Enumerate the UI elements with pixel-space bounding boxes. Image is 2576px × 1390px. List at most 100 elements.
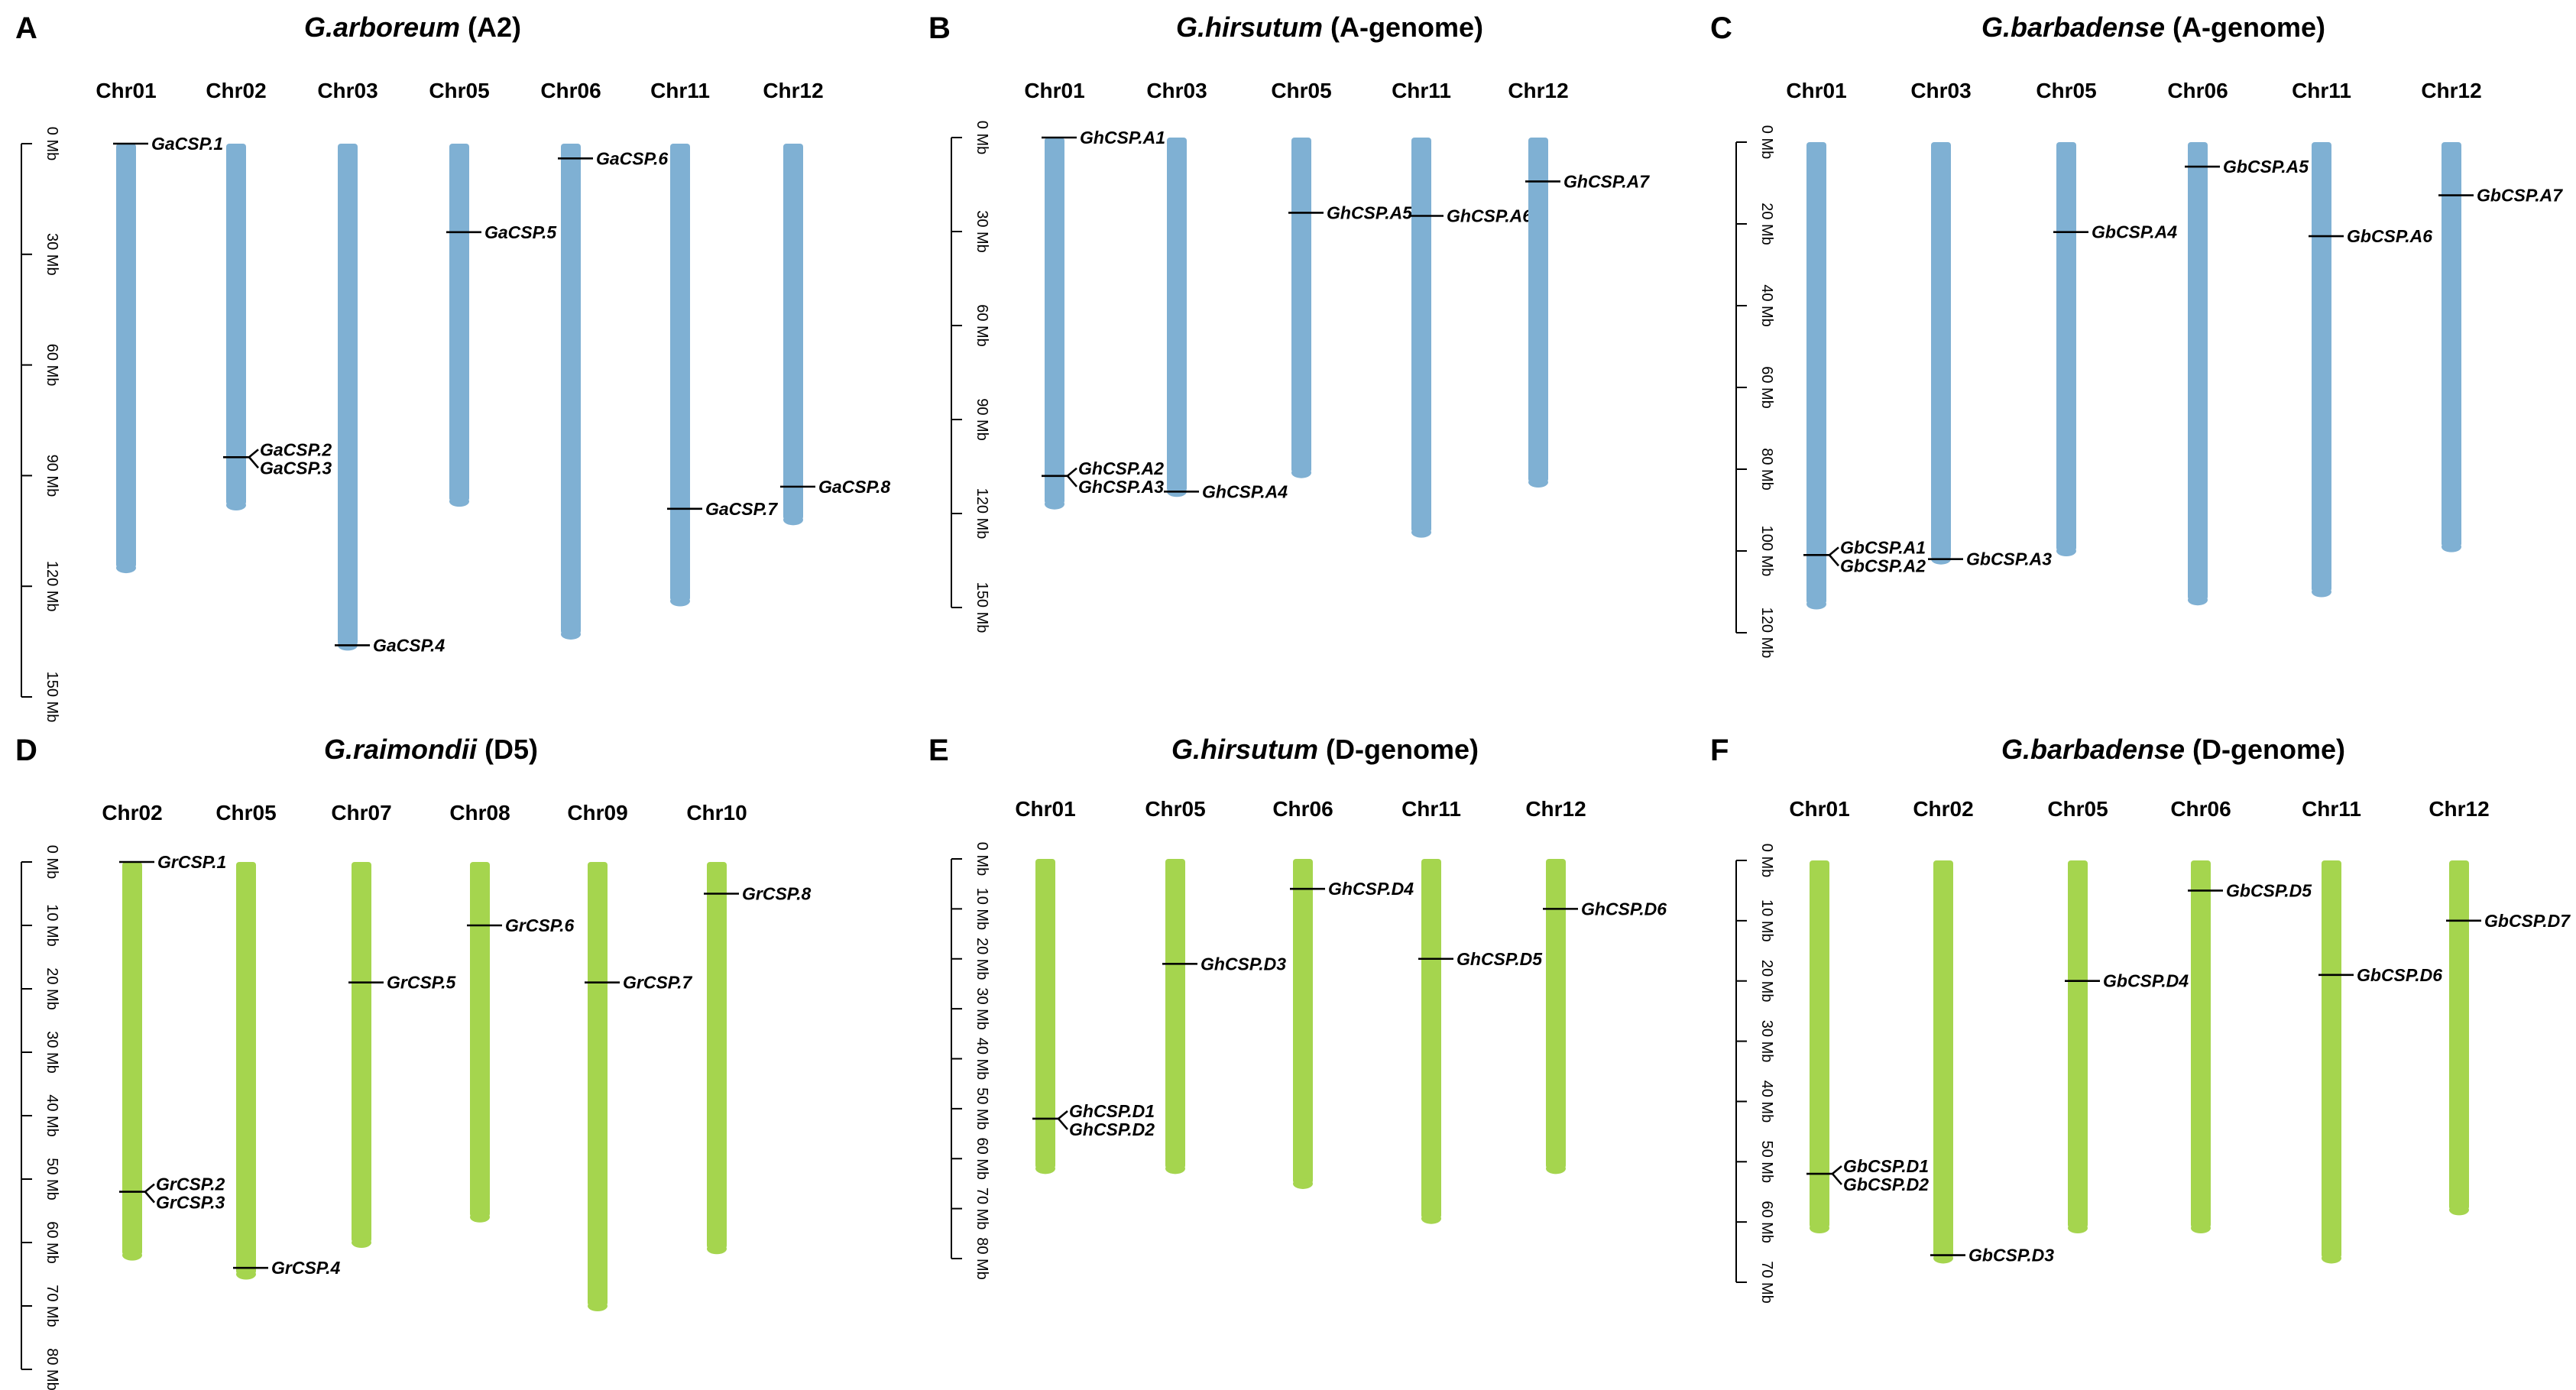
chromosome-chr06: Chr06 GbCSP.D5 xyxy=(2170,797,2312,1234)
gene-label: GhCSP.D1 xyxy=(1069,1101,1155,1121)
y-axis-tick-label: 70 Mb xyxy=(1758,1261,1775,1304)
chromosome-chr12: Chr12 GbCSP.D7 xyxy=(2429,797,2571,1216)
y-axis-tick-label: 50 Mb xyxy=(44,1158,60,1200)
chromosome-label: Chr06 xyxy=(2167,79,2228,102)
y-axis-tick-label: 80 Mb xyxy=(1758,448,1775,491)
chromosome-bar xyxy=(1035,859,1055,1169)
chromosome-label: Chr05 xyxy=(2036,79,2096,102)
gene-label: GbCSP.A5 xyxy=(2223,157,2309,177)
gene-label: GbCSP.D3 xyxy=(1968,1246,2054,1265)
chromosome-bar xyxy=(449,144,469,502)
chromosome-chr06: Chr06 GaCSP.6 xyxy=(540,79,668,640)
chromosome-bar xyxy=(470,862,490,1217)
chromosome-chr07: Chr07 GrCSP.5 xyxy=(331,801,457,1248)
chromosome-bar xyxy=(783,144,803,520)
chromosome-label: Chr01 xyxy=(96,79,156,102)
chromosome-chr10: Chr10 GrCSP.8 xyxy=(686,801,812,1255)
y-axis-tick-label: 60 Mb xyxy=(974,304,990,347)
gene-label: GaCSP.7 xyxy=(705,499,778,519)
chromosome-chr05: Chr05 GrCSP.4 xyxy=(215,801,341,1280)
chromosome-label: Chr01 xyxy=(1789,797,1849,821)
gene-label: GbCSP.D5 xyxy=(2226,880,2312,900)
gene-label: GhCSP.A2 xyxy=(1078,458,1164,478)
gene-label: GaCSP.8 xyxy=(818,477,890,497)
y-axis: 0 Mb 10 Mb 20 Mb 30 Mb 40 Mb 50 Mb 60 Mb 70 Mb 8… xyxy=(951,842,990,1280)
y-axis-tick-label: 40 Mb xyxy=(1758,284,1775,327)
panel-title-species: G.barbadense xyxy=(2001,734,2185,765)
chromosome-bar xyxy=(2191,860,2211,1229)
y-axis-tick-label: 20 Mb xyxy=(1758,203,1775,245)
gene-connector-line xyxy=(1067,475,1077,488)
y-axis: 0 Mb 10 Mb 20 Mb 30 Mb 40 Mb 50 Mb 60 Mb 70 Mb 8… xyxy=(21,845,60,1390)
gene-label: GhCSP.D6 xyxy=(1581,899,1667,919)
chromosome-bar xyxy=(1165,859,1185,1169)
y-axis-tick-label: 10 Mb xyxy=(974,888,990,931)
chromosome-label: Chr05 xyxy=(429,79,489,102)
chromosome-bar xyxy=(2068,860,2088,1229)
gene-label: GbCSP.A4 xyxy=(2092,222,2177,242)
y-axis-tick-label: 40 Mb xyxy=(974,1038,990,1081)
chromosome-end-cap xyxy=(449,496,469,507)
chromosome-chr05: Chr05 GaCSP.5 xyxy=(429,79,557,507)
chromosome-bar xyxy=(1806,142,1826,604)
y-axis-tick-label: 150 Mb xyxy=(974,582,990,633)
y-axis-tick-label: 60 Mb xyxy=(44,1221,60,1264)
panel-title-species: G.barbadense xyxy=(1981,11,2165,43)
panel-title-genome: (A-genome) xyxy=(2165,11,2325,43)
panel-title: G.arboreum (A2) xyxy=(304,11,521,43)
chromosome-chr06: Chr06 GbCSP.A5 xyxy=(2167,79,2309,606)
chromosome-bar xyxy=(2449,860,2469,1210)
chromosome-end-cap xyxy=(1035,1163,1055,1175)
chromosome-end-cap xyxy=(1293,1178,1313,1189)
gene-label: GrCSP.4 xyxy=(271,1258,341,1278)
chromosome-chr03: Chr03 GaCSP.4 xyxy=(317,79,445,655)
chromosome-label: Chr03 xyxy=(1146,79,1207,102)
chromosome-label: Chr12 xyxy=(2421,79,2481,102)
chromosome-label: Chr12 xyxy=(2429,797,2489,821)
y-axis: 0 Mb 30 Mb 60 Mb 90 Mb 120 Mb 150 Mb xyxy=(951,121,990,633)
panel-letter: E xyxy=(928,734,949,767)
y-axis-tick-label: 30 Mb xyxy=(44,233,60,276)
panel-title-species: G.raimondii xyxy=(324,734,478,765)
y-axis: 0 Mb 20 Mb 40 Mb 60 Mb 80 Mb 100 Mb 120 Mb xyxy=(1735,125,1775,658)
y-axis-tick-label: 0 Mb xyxy=(974,842,990,876)
panel-d: D G.raimondii (D5) 0 Mb 10 Mb 20 Mb 30 Mb 40 M… xyxy=(15,734,812,1390)
chromosome-label: Chr10 xyxy=(686,801,747,825)
chromosome-end-cap xyxy=(2191,1223,2211,1234)
chromosome-chr11: Chr11 GhCSP.D5 xyxy=(1401,797,1543,1224)
chromosome-chr11: Chr11 GbCSP.D6 xyxy=(2302,797,2442,1264)
chromosome-chr11: Chr11 GhCSP.A6 xyxy=(1392,79,1532,538)
chromosome-end-cap xyxy=(1546,1163,1566,1175)
chromosome-chr12: Chr12 GhCSP.A7 xyxy=(1508,79,1650,488)
gene-label: GbCSP.D6 xyxy=(2357,965,2442,985)
chromosome-label: Chr11 xyxy=(1401,797,1461,821)
chromosome-end-cap xyxy=(1045,498,1064,510)
chromosome-end-cap xyxy=(1165,1163,1185,1175)
gene-connector-line xyxy=(144,1191,155,1204)
panel-title-genome: (A-genome) xyxy=(1323,11,1483,43)
gene-label: GrCSP.7 xyxy=(623,973,693,993)
chromosome-end-cap xyxy=(1291,467,1311,478)
chromosome-label: Chr03 xyxy=(317,79,377,102)
chromosome-label: Chr12 xyxy=(1508,79,1568,102)
chromosome-end-cap xyxy=(2449,1204,2469,1216)
chromosome-label: Chr03 xyxy=(1910,79,1971,102)
gene-label: GbCSP.D1 xyxy=(1843,1156,1929,1176)
chromosome-bar xyxy=(2188,142,2208,601)
chromosome-bar xyxy=(1546,859,1566,1169)
chromosome-bar xyxy=(1421,859,1441,1219)
chromosome-label: Chr01 xyxy=(1786,79,1846,102)
panel-e: E G.hirsutum (D-genome) 0 Mb 10 Mb 20 Mb 30 M… xyxy=(928,734,1667,1280)
chromosome-chr03: Chr03 GbCSP.A3 xyxy=(1910,79,2052,569)
chromosome-label: Chr06 xyxy=(540,79,601,102)
panel-title: G.raimondii (D5) xyxy=(324,734,538,765)
panel-title: G.hirsutum (D-genome) xyxy=(1171,734,1479,765)
chromosome-label: Chr01 xyxy=(1015,797,1075,821)
chromosome-bar xyxy=(338,144,358,646)
chromosome-label: Chr11 xyxy=(2302,797,2361,821)
y-axis: 0 Mb 10 Mb 20 Mb 30 Mb 40 Mb 50 Mb 60 Mb 70 Mb xyxy=(1735,844,1775,1304)
